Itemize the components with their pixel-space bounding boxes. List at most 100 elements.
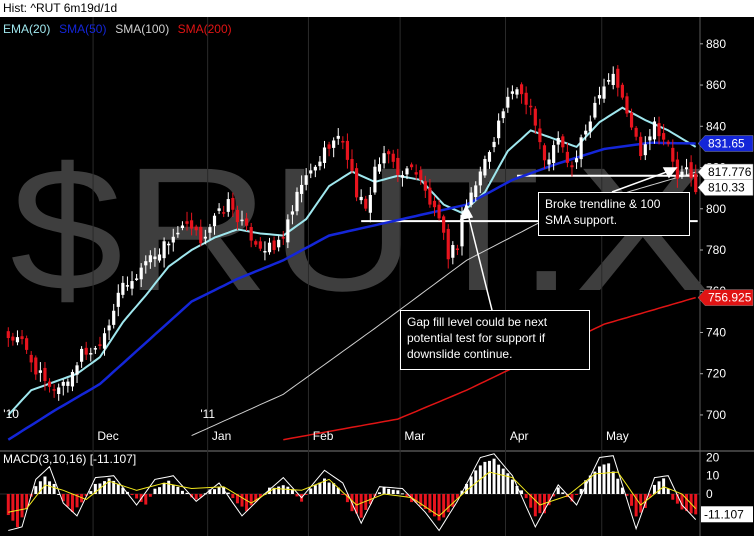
macd-histogram-bar — [89, 491, 93, 494]
x-axis-label: '10 — [3, 407, 19, 421]
macd-histogram-bar — [130, 494, 134, 495]
macd-histogram-bar — [231, 494, 235, 499]
candle-body — [185, 221, 189, 224]
candle-body — [377, 164, 382, 172]
candle-body — [57, 387, 61, 394]
candle-body — [593, 102, 597, 118]
macd-histogram-bar — [249, 494, 253, 506]
macd-histogram-bar — [148, 494, 152, 497]
macd-histogram-bar — [194, 494, 198, 500]
legend-entry: EMA(20) — [3, 22, 50, 36]
macd-histogram-bar — [103, 481, 107, 494]
macd-histogram-bar — [524, 494, 528, 499]
macd-histogram-bar — [446, 494, 450, 513]
macd-histogram-bar — [135, 494, 139, 499]
candle-body — [336, 135, 340, 139]
macd-histogram-bar — [465, 483, 469, 494]
macd-histogram-bar — [437, 494, 441, 521]
candle-body — [689, 162, 693, 179]
arrow-head — [459, 204, 474, 220]
macd-value-flag: -11.107 — [701, 506, 753, 523]
candle-body — [208, 227, 212, 233]
macd-histogram-bar — [162, 483, 166, 494]
candle-body — [345, 140, 350, 160]
candle-body — [327, 144, 331, 149]
candle-body — [290, 211, 295, 215]
candle-body — [350, 159, 354, 171]
x-axis-label: May — [606, 429, 629, 443]
price-flag-box — [697, 289, 754, 306]
candle-body — [249, 227, 253, 241]
candle-body — [190, 220, 194, 229]
macd-histogram-bar — [387, 488, 391, 494]
macd-histogram-bar — [153, 488, 157, 494]
candle-body — [542, 145, 547, 161]
macd-histogram-bar — [38, 481, 42, 494]
macd-histogram-bar — [556, 487, 560, 494]
macd-histogram-bar — [208, 489, 212, 494]
price-flag-label: 756.925 — [708, 291, 752, 305]
candle-body — [524, 92, 528, 105]
candle-body — [671, 147, 675, 162]
legend-entry: SMA(50) — [59, 22, 106, 36]
annotation-line: downslide continue. — [407, 347, 513, 361]
macd-histogram-bar — [432, 494, 436, 517]
candle-body — [391, 153, 395, 162]
candle-body — [29, 354, 33, 363]
candle-body — [519, 84, 524, 95]
macd-histogram-bar — [304, 494, 308, 495]
macd-histogram-bar — [245, 494, 249, 512]
candle-body — [52, 389, 56, 391]
candle-body — [634, 127, 638, 137]
legend-entry: SMA(100) — [115, 22, 169, 36]
x-axis-label: Dec — [97, 429, 118, 443]
candle-body — [625, 96, 629, 114]
price-flag-label: 817.776 — [708, 165, 752, 179]
candle-body — [162, 241, 166, 259]
macd-histogram-bar — [428, 494, 432, 513]
macd-histogram-bar — [158, 487, 162, 494]
arrow-line — [611, 169, 673, 193]
candle-body — [694, 173, 698, 193]
candle-body — [584, 130, 588, 135]
macd-histogram-bar — [52, 483, 56, 494]
candle-body — [409, 164, 414, 168]
macd-tick-label: 0 — [706, 487, 713, 501]
candle-body — [529, 105, 533, 108]
price-tick-label: 800 — [706, 202, 726, 216]
candle-body — [423, 181, 427, 191]
macd-histogram-bar — [235, 494, 239, 504]
macd-histogram-bar — [336, 487, 340, 494]
price-tick-label: 720 — [706, 367, 726, 381]
macd-histogram-bar — [313, 485, 317, 494]
candle-body — [194, 226, 198, 231]
candle-body — [222, 212, 226, 214]
annotation-line: Broke trendline & 100 — [545, 197, 661, 211]
candle-body — [148, 255, 152, 263]
candle-body — [176, 232, 180, 235]
macd-histogram-bar — [588, 475, 592, 494]
macd-histogram-bar — [226, 492, 230, 494]
macd-histogram-bar — [309, 488, 313, 494]
price-flag: 817.776 — [697, 163, 754, 181]
candle-body — [373, 166, 377, 193]
candle-body — [506, 96, 510, 108]
candle-body — [364, 198, 368, 209]
annotation-line: Gap fill level could be next — [407, 315, 548, 329]
price-flag-box — [697, 135, 754, 152]
macd-histogram-bar — [364, 494, 368, 510]
macd-histogram-bar — [616, 478, 620, 494]
candle-body — [217, 208, 221, 211]
price-flag-label: 810.33 — [708, 180, 745, 194]
macd-histogram-bar — [639, 494, 643, 513]
macd-histogram-bar — [34, 486, 38, 494]
macd-histogram-bar — [602, 464, 606, 494]
candle-body — [387, 151, 391, 155]
macd-histogram-bar — [630, 494, 634, 506]
candle-body — [322, 147, 327, 163]
macd-histogram-bar — [25, 494, 29, 510]
macd-histogram-bar — [666, 488, 670, 494]
macd-histogram-bar — [332, 483, 336, 494]
macd-histogram-bar — [66, 494, 70, 507]
